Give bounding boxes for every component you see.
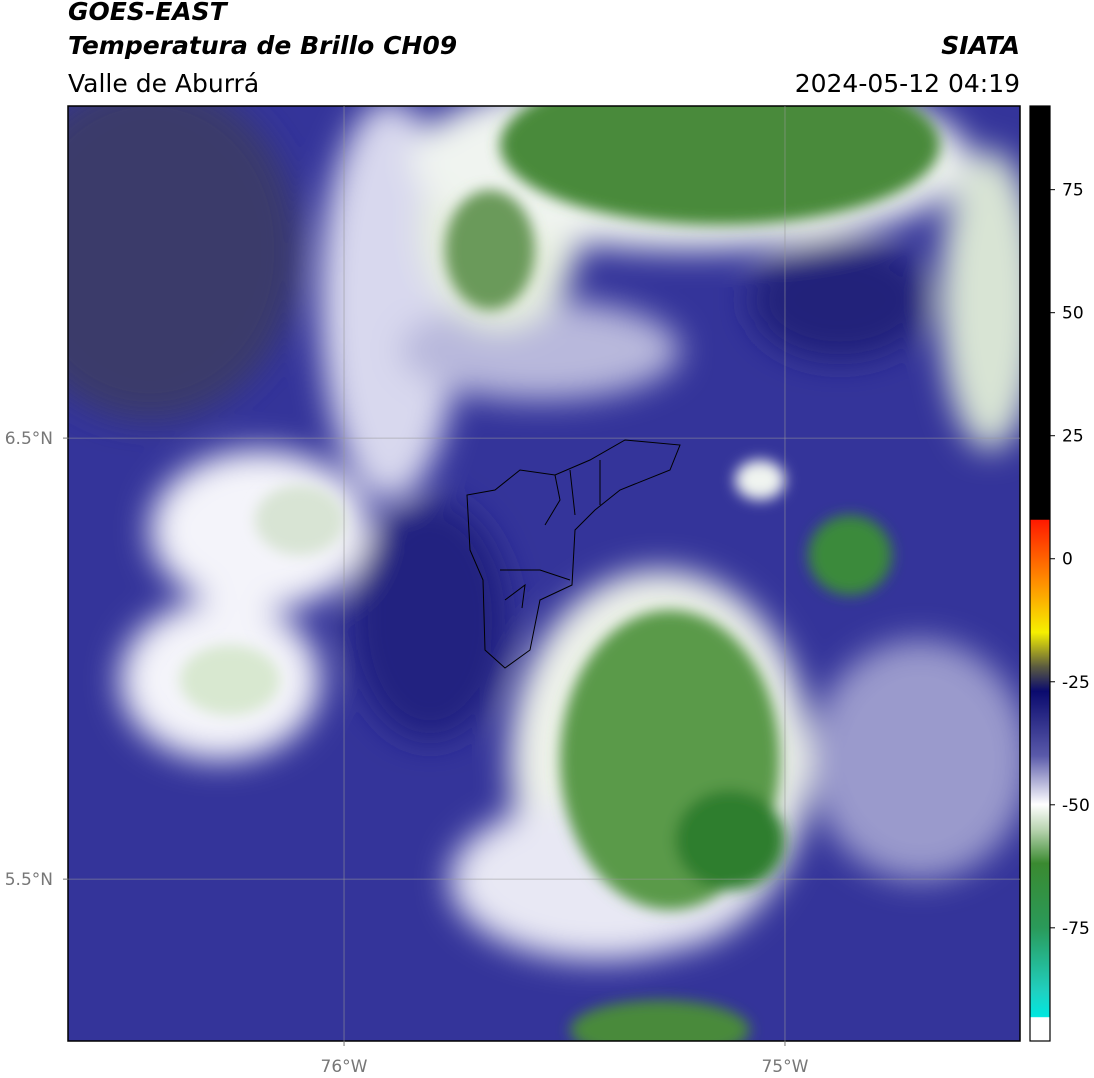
map-frame [67, 105, 1021, 1042]
source: SIATA [941, 31, 1020, 60]
colorbar-tick-label: 75 [1062, 181, 1084, 201]
title: GOES-EAST [68, 0, 229, 26]
y-tick-label: 6.5°N [5, 429, 53, 449]
y-tick-label: 5.5°N [5, 870, 53, 890]
colorbar-tick-label: 0 [1062, 550, 1073, 570]
colorbar-tick-label: -75 [1062, 919, 1090, 939]
valle-de-aburra-outline [466, 439, 681, 669]
satellite-image [68, 106, 1020, 1041]
colorbar-tick-label: 50 [1062, 304, 1084, 324]
x-tick-label: 75°W [761, 1057, 808, 1077]
colorbar-tick-label: -50 [1062, 796, 1090, 816]
colorbar-tick-label: 25 [1062, 427, 1084, 447]
colorbar [1029, 105, 1051, 1042]
x-tick-label: 76°W [321, 1057, 368, 1077]
subtitle: Temperatura de Brillo CH09 [68, 31, 457, 60]
region: Valle de Aburrá [68, 69, 259, 98]
datetime: 2024-05-12 04:19 [795, 69, 1020, 98]
colorbar-tick-label: -25 [1062, 673, 1090, 693]
